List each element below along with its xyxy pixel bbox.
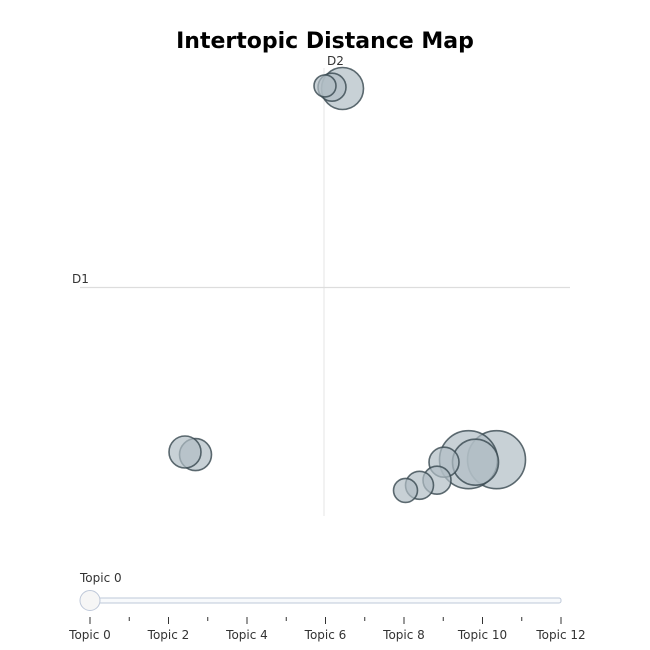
- slider-rail[interactable]: [89, 597, 562, 604]
- slider-tick-label: Topic 12: [535, 628, 585, 642]
- topic-bubble-11[interactable]: [392, 477, 419, 504]
- slider-tick-label: Topic 2: [147, 628, 190, 642]
- topic-bubble-2[interactable]: [313, 74, 337, 98]
- chart-title: Intertopic Distance Map: [176, 29, 474, 54]
- d1-axis-label: D1: [72, 272, 89, 286]
- slider-tick-label: Topic 0: [68, 628, 111, 642]
- slider-tick-label: Topic 4: [225, 628, 268, 642]
- topic-bubbles: [168, 66, 527, 504]
- slider-tick-label: Topic 8: [382, 628, 425, 642]
- d2-axis-label: D2: [327, 54, 344, 68]
- slider-current-topic: Topic 0: [79, 571, 122, 585]
- slider-tick-label: Topic 10: [457, 628, 507, 642]
- topic-slider[interactable]: Topic 0 Topic 0 Topic 2 Topic 4 Topic 6 Topi…: [68, 571, 585, 642]
- slider-tick-label: Topic 6: [304, 628, 347, 642]
- slider-handle[interactable]: [79, 590, 101, 611]
- topic-bubble-4[interactable]: [168, 435, 202, 469]
- slider-ticks: Topic 0 Topic 2 Topic 4 Topic 6 Topic 8 Topic…: [68, 617, 586, 642]
